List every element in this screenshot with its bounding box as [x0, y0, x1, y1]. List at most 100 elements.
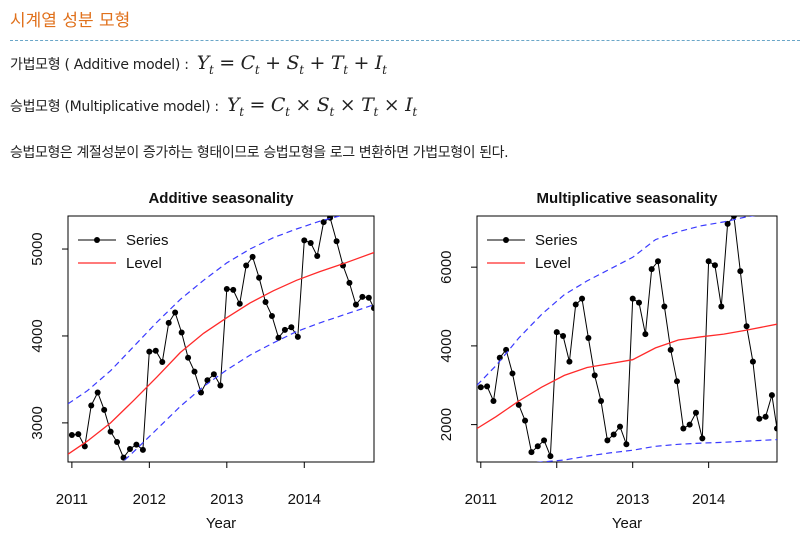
series-point: [636, 299, 642, 306]
series-point: [686, 421, 693, 428]
series-point: [749, 358, 756, 365]
series-point: [730, 216, 737, 219]
series-point: [604, 437, 611, 444]
series-point: [223, 286, 230, 293]
series-point: [522, 417, 529, 424]
y-tick-label: 4000: [29, 319, 46, 352]
series-point: [262, 299, 269, 306]
series-point: [553, 329, 560, 336]
legend-label-series: Series: [126, 232, 169, 249]
page-title: 시계열 성분 모형: [10, 11, 131, 31]
series-point: [256, 274, 263, 281]
series-point: [648, 266, 655, 273]
series-point: [547, 453, 554, 460]
series-point: [477, 384, 484, 391]
series-point: [159, 359, 166, 366]
series-point: [705, 258, 712, 265]
series-point: [268, 312, 275, 319]
additive-seasonality-chart: Additive seasonality 2011 2012 2013 2014 Year…: [29, 190, 375, 532]
series-point: [756, 415, 763, 422]
series-point: [642, 331, 649, 338]
series-group: [68, 216, 374, 462]
series-point: [320, 219, 327, 226]
x-tick-label: 2014: [692, 491, 725, 508]
series-point: [566, 358, 573, 365]
chart-title: Additive seasonality: [148, 190, 294, 207]
series-point: [198, 389, 205, 396]
series-point: [359, 293, 366, 300]
series-point: [661, 303, 668, 310]
plot-frame: [476, 215, 778, 463]
series-point: [101, 406, 108, 413]
x-axis-label: Year: [206, 515, 236, 532]
chart-title: Multiplicative seasonality: [537, 190, 719, 207]
additive-formula: Yt = Ct + St + Tt + It: [196, 52, 387, 77]
series-point: [654, 258, 661, 265]
series-point: [718, 303, 725, 310]
series-point: [94, 389, 101, 396]
series-point: [598, 397, 605, 404]
series-point: [724, 220, 731, 227]
series-point: [711, 262, 718, 269]
series-point: [165, 319, 172, 326]
series-point: [579, 295, 586, 302]
series-point: [484, 383, 491, 390]
legend: Series Level: [78, 232, 169, 272]
series-point: [172, 309, 179, 316]
series-point: [692, 409, 699, 416]
series-point: [509, 370, 516, 377]
x-tick-label: 2012: [540, 491, 573, 508]
series-point: [737, 268, 744, 275]
series-point: [288, 324, 295, 331]
y-tick-label: 6000: [438, 250, 455, 283]
multiplicative-model-line: 승법모형 (Multiplicative model) : Yt = Ct × …: [10, 94, 417, 119]
series-point: [191, 368, 198, 375]
legend: Series Level: [487, 232, 578, 272]
x-axis-label: Year: [612, 515, 642, 532]
additive-label: 가법모형 ( Additive model) :: [10, 57, 193, 73]
multiplicative-label: 승법모형 (Multiplicative model) :: [10, 99, 223, 115]
y-tick-label: 5000: [29, 232, 46, 265]
series-point: [275, 334, 282, 341]
series-point: [243, 262, 250, 269]
series-point: [774, 425, 777, 432]
series-point: [528, 449, 535, 456]
series-point: [673, 378, 680, 385]
x-tick-label: 2013: [616, 491, 649, 508]
level-line: [68, 251, 374, 455]
series-point: [680, 425, 687, 432]
x-tick-label: 2012: [133, 491, 166, 508]
series-point: [281, 326, 288, 333]
series-point: [629, 295, 636, 302]
series-point: [88, 402, 95, 409]
series-point: [146, 348, 153, 355]
x-tick-label: 2013: [210, 491, 243, 508]
series-point: [617, 423, 624, 430]
series-point: [560, 333, 567, 340]
bound-line: [534, 439, 777, 462]
series-point: [204, 377, 211, 384]
series-point: [217, 382, 224, 389]
series-point: [623, 441, 630, 448]
series-point: [515, 401, 522, 408]
x-tick-label: 2014: [288, 491, 321, 508]
y-tick-label: 2000: [438, 408, 455, 441]
series-point: [230, 286, 237, 293]
series-group: [477, 216, 777, 462]
series-point: [572, 301, 579, 308]
series-point: [371, 305, 374, 312]
multiplicative-seasonality-chart: Multiplicative seasonality 2011 2012 2013 20…: [438, 190, 778, 532]
series-point: [346, 279, 353, 286]
series-point: [314, 252, 321, 259]
series-point: [139, 446, 146, 453]
series-point: [365, 294, 372, 301]
series-point: [333, 238, 340, 245]
bound-line: [121, 304, 374, 462]
series-point: [81, 443, 88, 450]
series-point: [185, 354, 192, 361]
series-point: [699, 435, 706, 442]
y-tick-label: 4000: [438, 329, 455, 362]
series-point: [667, 346, 674, 353]
y-tick-label: 3000: [29, 406, 46, 439]
series-point: [743, 323, 750, 330]
